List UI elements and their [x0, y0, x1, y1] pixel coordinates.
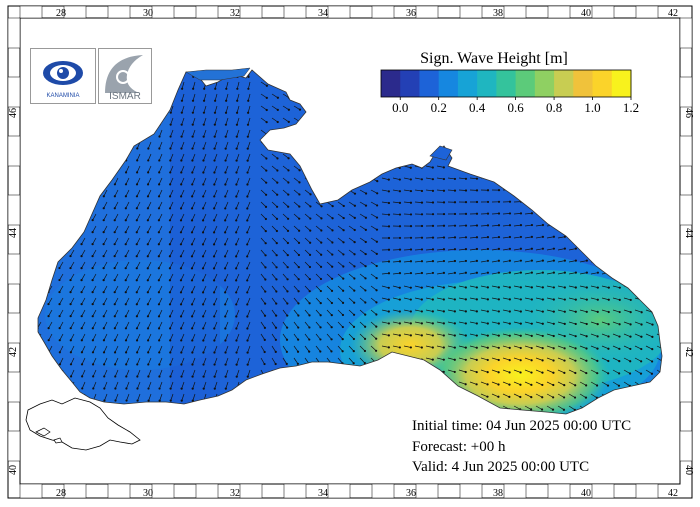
lat-tick-label-right: 42	[683, 347, 694, 357]
lon-tick-label-top: 32	[230, 8, 240, 19]
lat-tick-label-right: 40	[683, 465, 694, 475]
colorbar-swatch	[381, 70, 401, 97]
colorbar-swatch	[592, 70, 613, 97]
colorbar-swatch	[477, 70, 497, 97]
colorbar-tick-label: 0.8	[546, 100, 562, 115]
right-logo: ISMAR	[98, 48, 152, 104]
colorbar-swatch	[515, 70, 536, 97]
colorbar-swatch	[400, 70, 420, 97]
lon-tick-label-bottom: 30	[143, 488, 153, 499]
colorbar-swatch	[457, 70, 478, 97]
colorbar-swatch	[573, 70, 594, 97]
colorbar-swatch	[496, 70, 517, 97]
colorbar-swatch	[611, 70, 632, 97]
lat-tick-label-right: 46	[683, 108, 694, 118]
colorbar-title: Sign. Wave Height [m]	[420, 50, 568, 67]
marmara-island	[35, 427, 51, 437]
lat-tick-label-left: 44	[8, 228, 19, 238]
colorbar: Sign. Wave Height [m] 0.0 0.2 0.4 0.6 0.8 1.0…	[380, 50, 639, 115]
lon-tick-label-top: 28	[56, 8, 66, 19]
lon-tick-label-top: 42	[668, 8, 678, 19]
colorbar-tick-label: 0.2	[431, 100, 447, 115]
eye-logo-icon: KANAMINIA	[43, 61, 83, 99]
left-logo-text: KANAMINIA	[46, 93, 79, 99]
lon-tick-label-bottom: 38	[493, 488, 503, 499]
colorbar-swatch	[419, 70, 440, 97]
lon-tick-label-top: 40	[581, 8, 591, 19]
lon-tick-label-bottom: 32	[230, 488, 240, 499]
lon-tick-label-top: 30	[143, 8, 153, 19]
forecast-hour: Forecast: +00 h	[412, 439, 506, 455]
azov-strait	[429, 145, 453, 161]
lat-tick-label-left: 40	[8, 465, 19, 475]
coastline	[37, 69, 663, 415]
lon-tick-label-top: 36	[406, 8, 416, 19]
lon-tick-label-top: 34	[318, 8, 328, 19]
marmara-island-2	[53, 437, 63, 444]
lon-tick-label-top: 38	[493, 8, 503, 19]
right-logo-text: ISMAR	[109, 91, 141, 102]
north-lagoon	[185, 67, 251, 81]
lat-tick-label-left: 46	[8, 108, 19, 118]
ismar-logo-icon: ISMAR	[105, 55, 143, 102]
lat-tick-label-right: 44	[683, 228, 694, 238]
lon-tick-label-bottom: 42	[668, 488, 678, 499]
lat-tick-label-left: 42	[8, 347, 19, 357]
lon-tick-label-bottom: 28	[56, 488, 66, 499]
initial-time: Initial time: 04 Jun 2025 00:00 UTC	[412, 418, 632, 434]
frame-ticks	[7, 5, 693, 499]
colorbar-swatch	[534, 70, 555, 97]
lon-tick-label-bottom: 40	[581, 488, 591, 499]
lon-tick-label-bottom: 34	[318, 488, 328, 499]
colorbar-tick-label: 1.2	[623, 100, 639, 115]
colorbar-swatch	[438, 70, 459, 97]
marmara-coast	[25, 397, 141, 451]
colorbar-tick-label: 0.0	[392, 100, 408, 115]
left-logo: KANAMINIA	[30, 48, 96, 104]
lon-tick-label-bottom: 36	[406, 488, 416, 499]
colorbar-tick-label: 0.6	[507, 100, 524, 115]
colorbar-tick-label: 1.0	[584, 100, 600, 115]
colorbar-tick-label: 0.4	[469, 100, 486, 115]
valid-time: Valid: 4 Jun 2025 00:00 UTC	[412, 459, 590, 475]
colorbar-swatch	[554, 70, 574, 97]
